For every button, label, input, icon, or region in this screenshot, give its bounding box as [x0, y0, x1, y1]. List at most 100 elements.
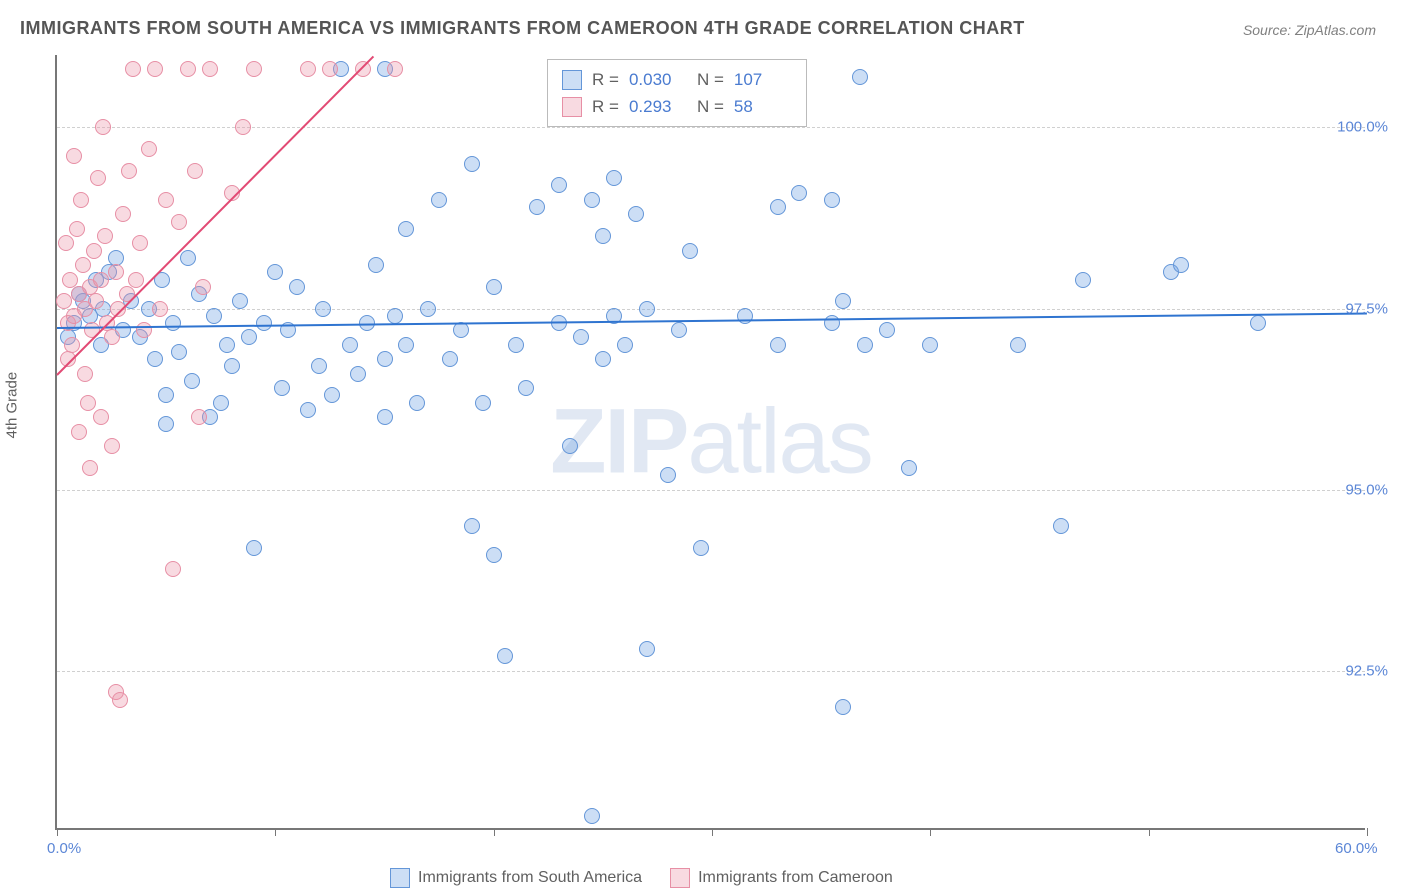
- point-series-a: [835, 699, 851, 715]
- y-axis-label: 4th Grade: [4, 372, 21, 439]
- point-series-a: [497, 648, 513, 664]
- point-series-b: [202, 61, 218, 77]
- point-series-b: [69, 221, 85, 237]
- point-series-a: [486, 547, 502, 563]
- point-series-a: [1075, 272, 1091, 288]
- point-series-a: [224, 358, 240, 374]
- point-series-a: [368, 257, 384, 273]
- point-series-b: [84, 322, 100, 338]
- point-series-a: [1053, 518, 1069, 534]
- x-tick-label: 60.0%: [1335, 840, 1378, 857]
- point-series-b: [73, 192, 89, 208]
- plot-area: ZIPatlas R = 0.030 N = 107 R = 0.293 N =…: [55, 55, 1365, 830]
- point-series-a: [1250, 315, 1266, 331]
- point-series-b: [90, 170, 106, 186]
- point-series-a: [246, 540, 262, 556]
- chart-title: IMMIGRANTS FROM SOUTH AMERICA VS IMMIGRA…: [20, 18, 1025, 39]
- point-series-a: [628, 206, 644, 222]
- point-series-a: [791, 185, 807, 201]
- point-series-b: [355, 61, 371, 77]
- point-series-a: [213, 395, 229, 411]
- point-series-a: [350, 366, 366, 382]
- y-tick-label: 92.5%: [1345, 662, 1388, 679]
- point-series-a: [300, 402, 316, 418]
- point-series-a: [232, 293, 248, 309]
- point-series-a: [922, 337, 938, 353]
- point-series-b: [141, 141, 157, 157]
- point-series-a: [508, 337, 524, 353]
- gridline: [57, 671, 1365, 672]
- y-tick-label: 97.5%: [1345, 300, 1388, 317]
- point-series-a: [573, 329, 589, 345]
- point-series-a: [442, 351, 458, 367]
- point-series-b: [95, 119, 111, 135]
- point-series-b: [86, 243, 102, 259]
- point-series-a: [206, 308, 222, 324]
- stats-legend: R = 0.030 N = 107 R = 0.293 N = 58: [547, 59, 807, 127]
- legend-item-series-b: Immigrants from Cameroon: [670, 868, 893, 888]
- point-series-b: [80, 395, 96, 411]
- point-series-a: [770, 199, 786, 215]
- point-series-a: [256, 315, 272, 331]
- gridline: [57, 490, 1365, 491]
- point-series-a: [671, 322, 687, 338]
- x-tick: [57, 828, 58, 836]
- swatch-series-b: [562, 97, 582, 117]
- point-series-a: [660, 467, 676, 483]
- point-series-b: [158, 192, 174, 208]
- point-series-a: [387, 308, 403, 324]
- point-series-b: [121, 163, 137, 179]
- point-series-b: [195, 279, 211, 295]
- point-series-a: [595, 351, 611, 367]
- point-series-a: [219, 337, 235, 353]
- point-series-a: [158, 416, 174, 432]
- point-series-b: [58, 235, 74, 251]
- point-series-b: [171, 214, 187, 230]
- point-series-b: [108, 264, 124, 280]
- point-series-b: [66, 148, 82, 164]
- point-series-b: [187, 163, 203, 179]
- point-series-a: [377, 409, 393, 425]
- point-series-a: [770, 337, 786, 353]
- series-legend: Immigrants from South America Immigrants…: [390, 868, 893, 888]
- trendline-series-a: [57, 312, 1367, 328]
- point-series-b: [246, 61, 262, 77]
- point-series-a: [464, 156, 480, 172]
- swatch-series-a: [390, 868, 410, 888]
- point-series-a: [584, 808, 600, 824]
- point-series-b: [165, 561, 181, 577]
- x-tick-label: 0.0%: [47, 840, 81, 857]
- point-series-a: [464, 518, 480, 534]
- point-series-a: [584, 192, 600, 208]
- point-series-a: [857, 337, 873, 353]
- point-series-a: [453, 322, 469, 338]
- point-series-a: [158, 387, 174, 403]
- legend-row-series-a: R = 0.030 N = 107: [562, 66, 792, 93]
- point-series-a: [606, 170, 622, 186]
- point-series-a: [289, 279, 305, 295]
- x-tick: [712, 828, 713, 836]
- x-tick: [930, 828, 931, 836]
- point-series-b: [56, 293, 72, 309]
- point-series-a: [852, 69, 868, 85]
- point-series-b: [104, 438, 120, 454]
- point-series-b: [93, 272, 109, 288]
- point-series-b: [387, 61, 403, 77]
- x-tick: [1149, 828, 1150, 836]
- point-series-a: [420, 301, 436, 317]
- point-series-a: [409, 395, 425, 411]
- point-series-a: [639, 301, 655, 317]
- x-tick: [494, 828, 495, 836]
- point-series-a: [475, 395, 491, 411]
- point-series-a: [398, 221, 414, 237]
- watermark: ZIPatlas: [550, 389, 871, 494]
- point-series-b: [147, 61, 163, 77]
- point-series-a: [824, 192, 840, 208]
- point-series-b: [180, 61, 196, 77]
- point-series-b: [71, 424, 87, 440]
- point-series-a: [431, 192, 447, 208]
- point-series-b: [300, 61, 316, 77]
- point-series-b: [62, 272, 78, 288]
- trendline-series-b: [56, 55, 374, 375]
- point-series-a: [184, 373, 200, 389]
